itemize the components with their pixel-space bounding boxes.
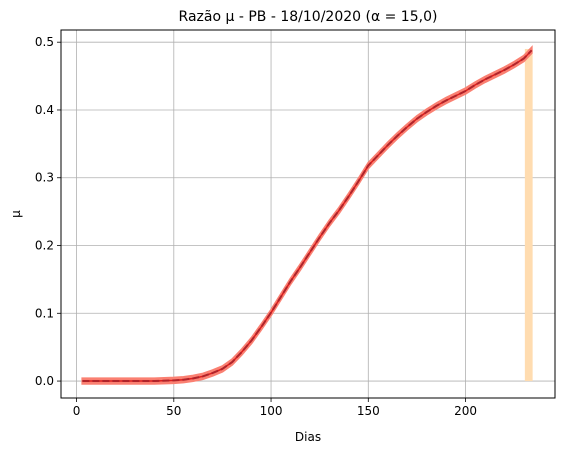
series-dashed-line bbox=[82, 49, 533, 383]
series-layer bbox=[81, 45, 533, 385]
y-axis-label: μ bbox=[9, 210, 23, 218]
x-tick-label: 150 bbox=[357, 404, 380, 418]
y-tick-label: 0.2 bbox=[35, 239, 54, 253]
x-tick-label: 100 bbox=[260, 404, 283, 418]
y-tick-label: 0.4 bbox=[35, 103, 54, 117]
y-tick-label: 0.5 bbox=[35, 35, 54, 49]
y-tick-label: 0.1 bbox=[35, 306, 54, 320]
highlight-layer bbox=[524, 48, 533, 382]
x-axis-label: Dias bbox=[295, 430, 321, 444]
x-axis: 0 50 100 150 200 bbox=[73, 398, 477, 418]
series-band bbox=[81, 45, 533, 385]
x-tick-label: 200 bbox=[454, 404, 477, 418]
y-tick-label: 0.3 bbox=[35, 171, 54, 185]
plot-area-frame bbox=[60, 29, 556, 399]
x-tick-label: 50 bbox=[166, 404, 181, 418]
highlight-span bbox=[524, 48, 533, 382]
chart-title: Razão μ - PB - 18/10/2020 (α = 15,0) bbox=[179, 9, 438, 25]
x-tick-label: 0 bbox=[73, 404, 81, 418]
y-tick-label: 0.0 bbox=[35, 374, 54, 388]
y-axis: 0.0 0.1 0.2 0.3 0.4 0.5 bbox=[35, 35, 61, 388]
